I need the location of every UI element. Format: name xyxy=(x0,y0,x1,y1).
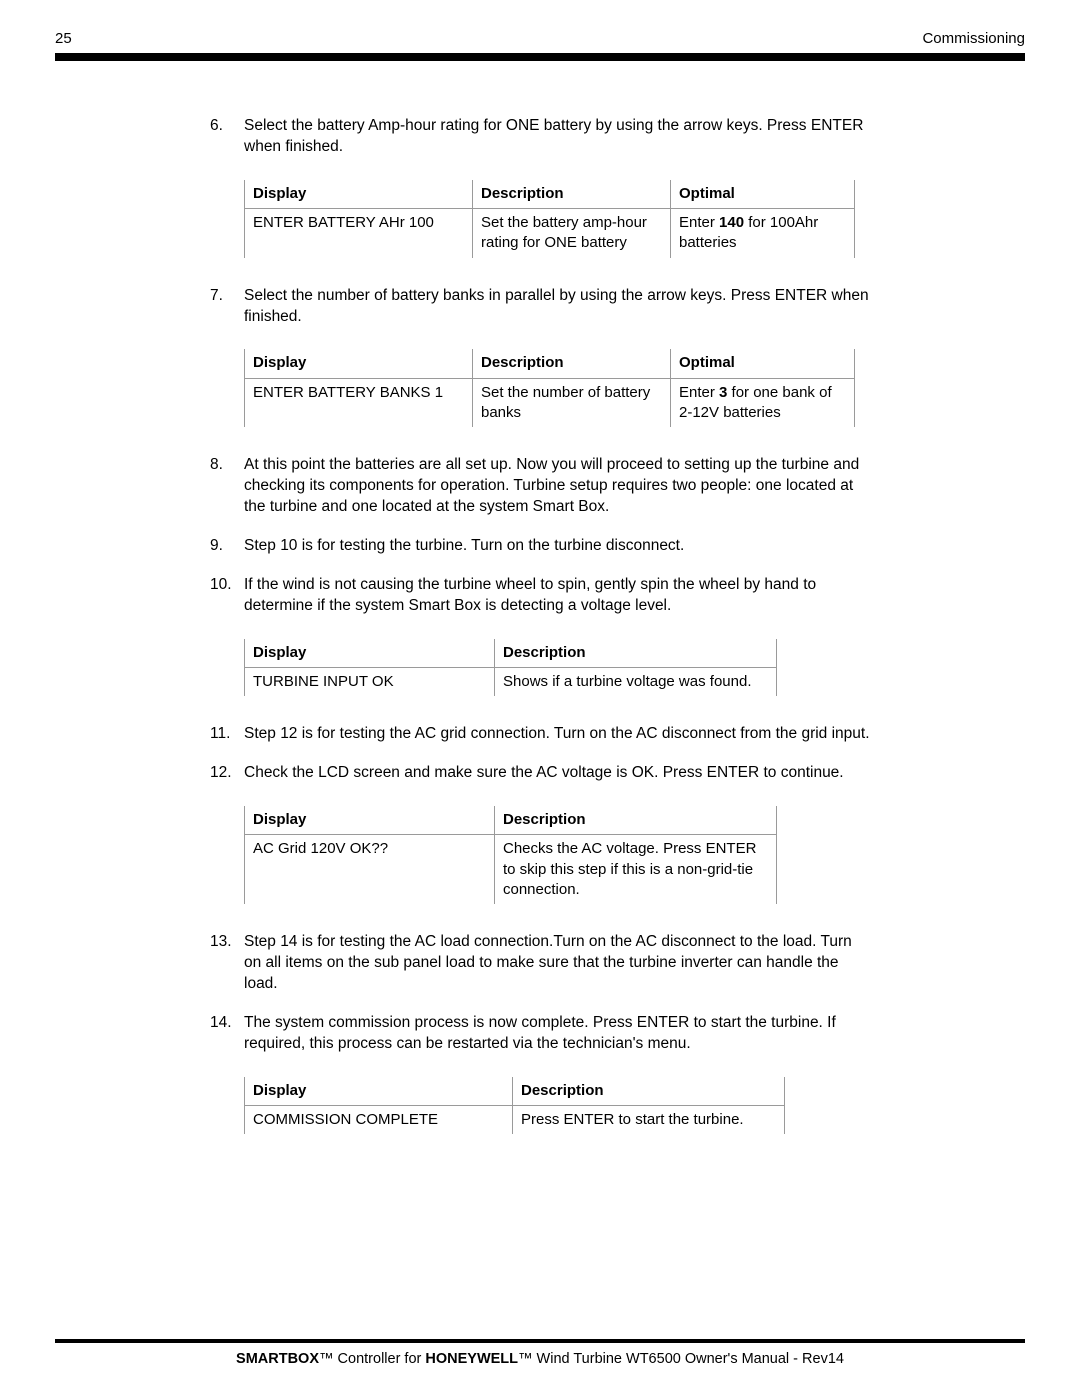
cell-display: COMMISSION COMPLETE xyxy=(245,1105,513,1134)
cell-display: ENTER BATTERY AHr 100 xyxy=(245,209,473,258)
footer-mid: Controller for xyxy=(334,1351,426,1367)
step-item: 14. The system commission process is now … xyxy=(210,1013,870,1134)
table-header: Display xyxy=(245,349,473,378)
content-area: 6. Select the battery Amp-hour rating for… xyxy=(55,61,1025,1134)
table-row: TURBINE INPUT OKShows if a turbine volta… xyxy=(245,667,777,696)
cell-description: Set the battery amp-hour rating for ONE … xyxy=(473,209,671,258)
table-header: Optimal xyxy=(671,180,855,209)
cell-optimal: Enter 140 for 100Ahr batteries xyxy=(671,209,855,258)
step-text: Select the battery Amp-hour rating for O… xyxy=(244,117,863,155)
step-table: DisplayDescriptionOptimalENTER BATTERY A… xyxy=(244,180,855,258)
footer-rule xyxy=(55,1339,1025,1343)
table-header: Description xyxy=(513,1077,785,1106)
cell-description: Checks the AC voltage. Press ENTER to sk… xyxy=(495,835,777,904)
page-footer: SMARTBOX™ Controller for HONEYWELL™ Wind… xyxy=(55,1339,1025,1367)
table-row: COMMISSION COMPLETEPress ENTER to start … xyxy=(245,1105,785,1134)
step-item: 13. Step 14 is for testing the AC load co… xyxy=(210,932,870,995)
cell-description: Shows if a turbine voltage was found. xyxy=(495,667,777,696)
step-number: 11. xyxy=(210,724,230,745)
cell-display: TURBINE INPUT OK xyxy=(245,667,495,696)
cell-description: Press ENTER to start the turbine. xyxy=(513,1105,785,1134)
step-item: 6. Select the battery Amp-hour rating for… xyxy=(210,116,870,258)
step-number: 7. xyxy=(210,286,223,307)
step-item: 7. Select the number of battery banks in … xyxy=(210,286,870,428)
footer-brand-1: SMARTBOX xyxy=(236,1351,319,1367)
step-item: 10. If the wind is not causing the turbin… xyxy=(210,575,870,696)
page: 25 Commissioning 6. Select the battery Am… xyxy=(0,0,1080,1397)
table-header: Display xyxy=(245,806,495,835)
step-list: 6. Select the battery Amp-hour rating for… xyxy=(210,116,870,1134)
footer-text: SMARTBOX™ Controller for HONEYWELL™ Wind… xyxy=(55,1351,1025,1367)
step-table: DisplayDescriptionAC Grid 120V OK??Check… xyxy=(244,806,777,904)
step-number: 12. xyxy=(210,763,232,784)
step-item: 9. Step 10 is for testing the turbine. Tu… xyxy=(210,536,870,557)
step-number: 6. xyxy=(210,116,223,137)
footer-brand-2: HONEYWELL xyxy=(425,1351,518,1367)
table-row: ENTER BATTERY AHr 100Set the battery amp… xyxy=(245,209,855,258)
cell-display: AC Grid 120V OK?? xyxy=(245,835,495,904)
step-table: DisplayDescriptionTURBINE INPUT OKShows … xyxy=(244,639,777,697)
header-rule xyxy=(55,53,1025,61)
table-header: Display xyxy=(245,180,473,209)
step-text: Step 12 is for testing the AC grid conne… xyxy=(244,725,870,742)
step-table: DisplayDescriptionOptimalENTER BATTERY B… xyxy=(244,349,855,427)
step-table: DisplayDescriptionCOMMISSION COMPLETEPre… xyxy=(244,1077,785,1135)
step-text: Step 10 is for testing the turbine. Turn… xyxy=(244,537,684,554)
page-header: 25 Commissioning xyxy=(55,30,1025,53)
step-number: 8. xyxy=(210,455,223,476)
step-text: At this point the batteries are all set … xyxy=(244,456,859,515)
step-item: 8. At this point the batteries are all se… xyxy=(210,455,870,518)
footer-tm-2: ™ xyxy=(518,1351,533,1367)
page-number: 25 xyxy=(55,30,72,47)
table-header: Description xyxy=(495,806,777,835)
cell-display: ENTER BATTERY BANKS 1 xyxy=(245,378,473,427)
step-item: 11. Step 12 is for testing the AC grid co… xyxy=(210,724,870,745)
table-header: Description xyxy=(473,180,671,209)
step-text: If the wind is not causing the turbine w… xyxy=(244,576,816,614)
step-number: 13. xyxy=(210,932,232,953)
step-text: Check the LCD screen and make sure the A… xyxy=(244,764,844,781)
table-header: Description xyxy=(495,639,777,668)
step-number: 14. xyxy=(210,1013,232,1034)
section-title: Commissioning xyxy=(922,30,1025,47)
table-header: Display xyxy=(245,1077,513,1106)
footer-tm-1: ™ xyxy=(319,1351,334,1367)
table-header: Description xyxy=(473,349,671,378)
table-header: Optimal xyxy=(671,349,855,378)
step-text: Step 14 is for testing the AC load conne… xyxy=(244,933,852,992)
step-number: 9. xyxy=(210,536,223,557)
table-row: AC Grid 120V OK??Checks the AC voltage. … xyxy=(245,835,777,904)
step-item: 12. Check the LCD screen and make sure th… xyxy=(210,763,870,904)
step-number: 10. xyxy=(210,575,232,596)
step-text: Select the number of battery banks in pa… xyxy=(244,287,869,325)
footer-tail: Wind Turbine WT6500 Owner's Manual - Rev… xyxy=(533,1351,844,1367)
cell-description: Set the number of battery banks xyxy=(473,378,671,427)
table-row: ENTER BATTERY BANKS 1Set the number of b… xyxy=(245,378,855,427)
step-text: The system commission process is now com… xyxy=(244,1014,836,1052)
table-header: Display xyxy=(245,639,495,668)
cell-optimal: Enter 3 for one bank of 2-12V batteries xyxy=(671,378,855,427)
